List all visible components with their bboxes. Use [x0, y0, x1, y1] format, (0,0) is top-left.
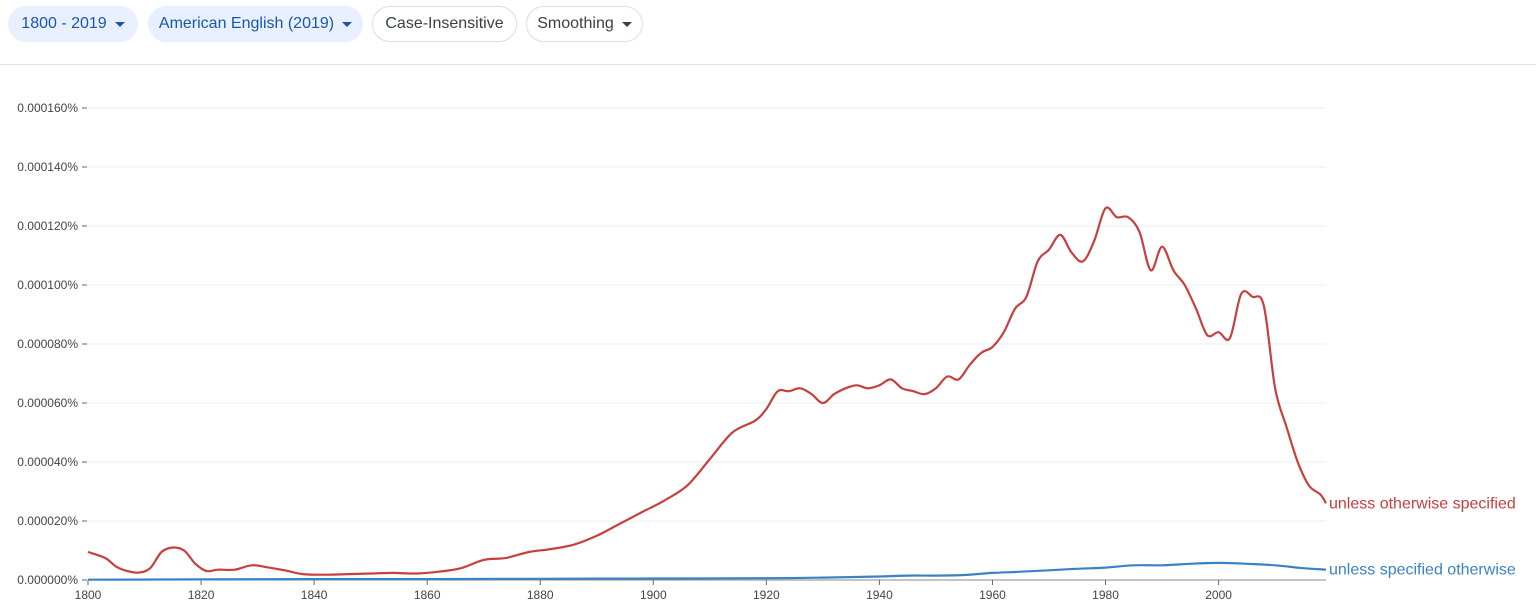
chevron-down-icon: [621, 21, 632, 27]
series-label-2[interactable]: unless specified otherwise: [1329, 562, 1516, 579]
x-tick-label: 1800: [75, 588, 102, 602]
series-line-1[interactable]: [87, 206, 1327, 576]
series-label-1[interactable]: unless otherwise specified: [1329, 495, 1516, 512]
year-range-label: 1800 - 2019: [21, 15, 107, 32]
smoothing-dropdown[interactable]: Smoothing: [526, 6, 643, 42]
y-tick-label: 0.000100%: [17, 278, 78, 292]
x-tick-label: 1880: [527, 588, 554, 602]
y-tick-label: 0.000120%: [17, 219, 78, 233]
smoothing-label: Smoothing: [537, 15, 614, 32]
chevron-down-icon: [114, 21, 125, 27]
series-labels: unless otherwise specified unless specifi…: [1329, 495, 1516, 578]
y-tick-label: 0.000000%: [17, 573, 78, 587]
x-tick-label: 1940: [866, 588, 893, 602]
x-tick-label: 1840: [301, 588, 328, 602]
series-lines: [87, 206, 1327, 581]
y-tick-label: 0.000040%: [17, 455, 78, 469]
x-tick-label: 1900: [640, 588, 667, 602]
series-line-2[interactable]: [87, 561, 1327, 581]
y-tick-label: 0.000140%: [17, 160, 78, 174]
x-tick-label: 2000: [1205, 588, 1232, 602]
x-tick-label: 1920: [753, 588, 780, 602]
corpus-label: American English (2019): [158, 15, 335, 32]
y-tick-label: 0.000060%: [17, 396, 78, 410]
toolbar: 1800 - 2019 American English (2019) Case…: [0, 0, 1536, 65]
x-tick-label: 1980: [1092, 588, 1119, 602]
year-range-dropdown[interactable]: 1800 - 2019: [8, 6, 138, 42]
case-insensitive-toggle[interactable]: Case-Insensitive: [372, 6, 517, 42]
case-label: Case-Insensitive: [385, 15, 504, 32]
x-tick-label: 1960: [979, 588, 1006, 602]
gridlines: [88, 107, 1326, 522]
y-axis: 0.000000% 0.000020% 0.000040% 0.000060% 0.00…: [17, 101, 87, 587]
corpus-dropdown[interactable]: American English (2019): [148, 6, 363, 42]
x-axis: 1800 1820 1840 1860 1880 1900 1920 1940 1960 1980…: [75, 579, 1326, 602]
y-tick-label: 0.000160%: [17, 101, 78, 115]
chevron-down-icon: [342, 21, 353, 27]
y-tick-label: 0.000080%: [17, 337, 78, 351]
x-tick-label: 1860: [414, 588, 441, 602]
y-tick-label: 0.000020%: [17, 514, 78, 528]
x-tick-label: 1820: [188, 588, 215, 602]
